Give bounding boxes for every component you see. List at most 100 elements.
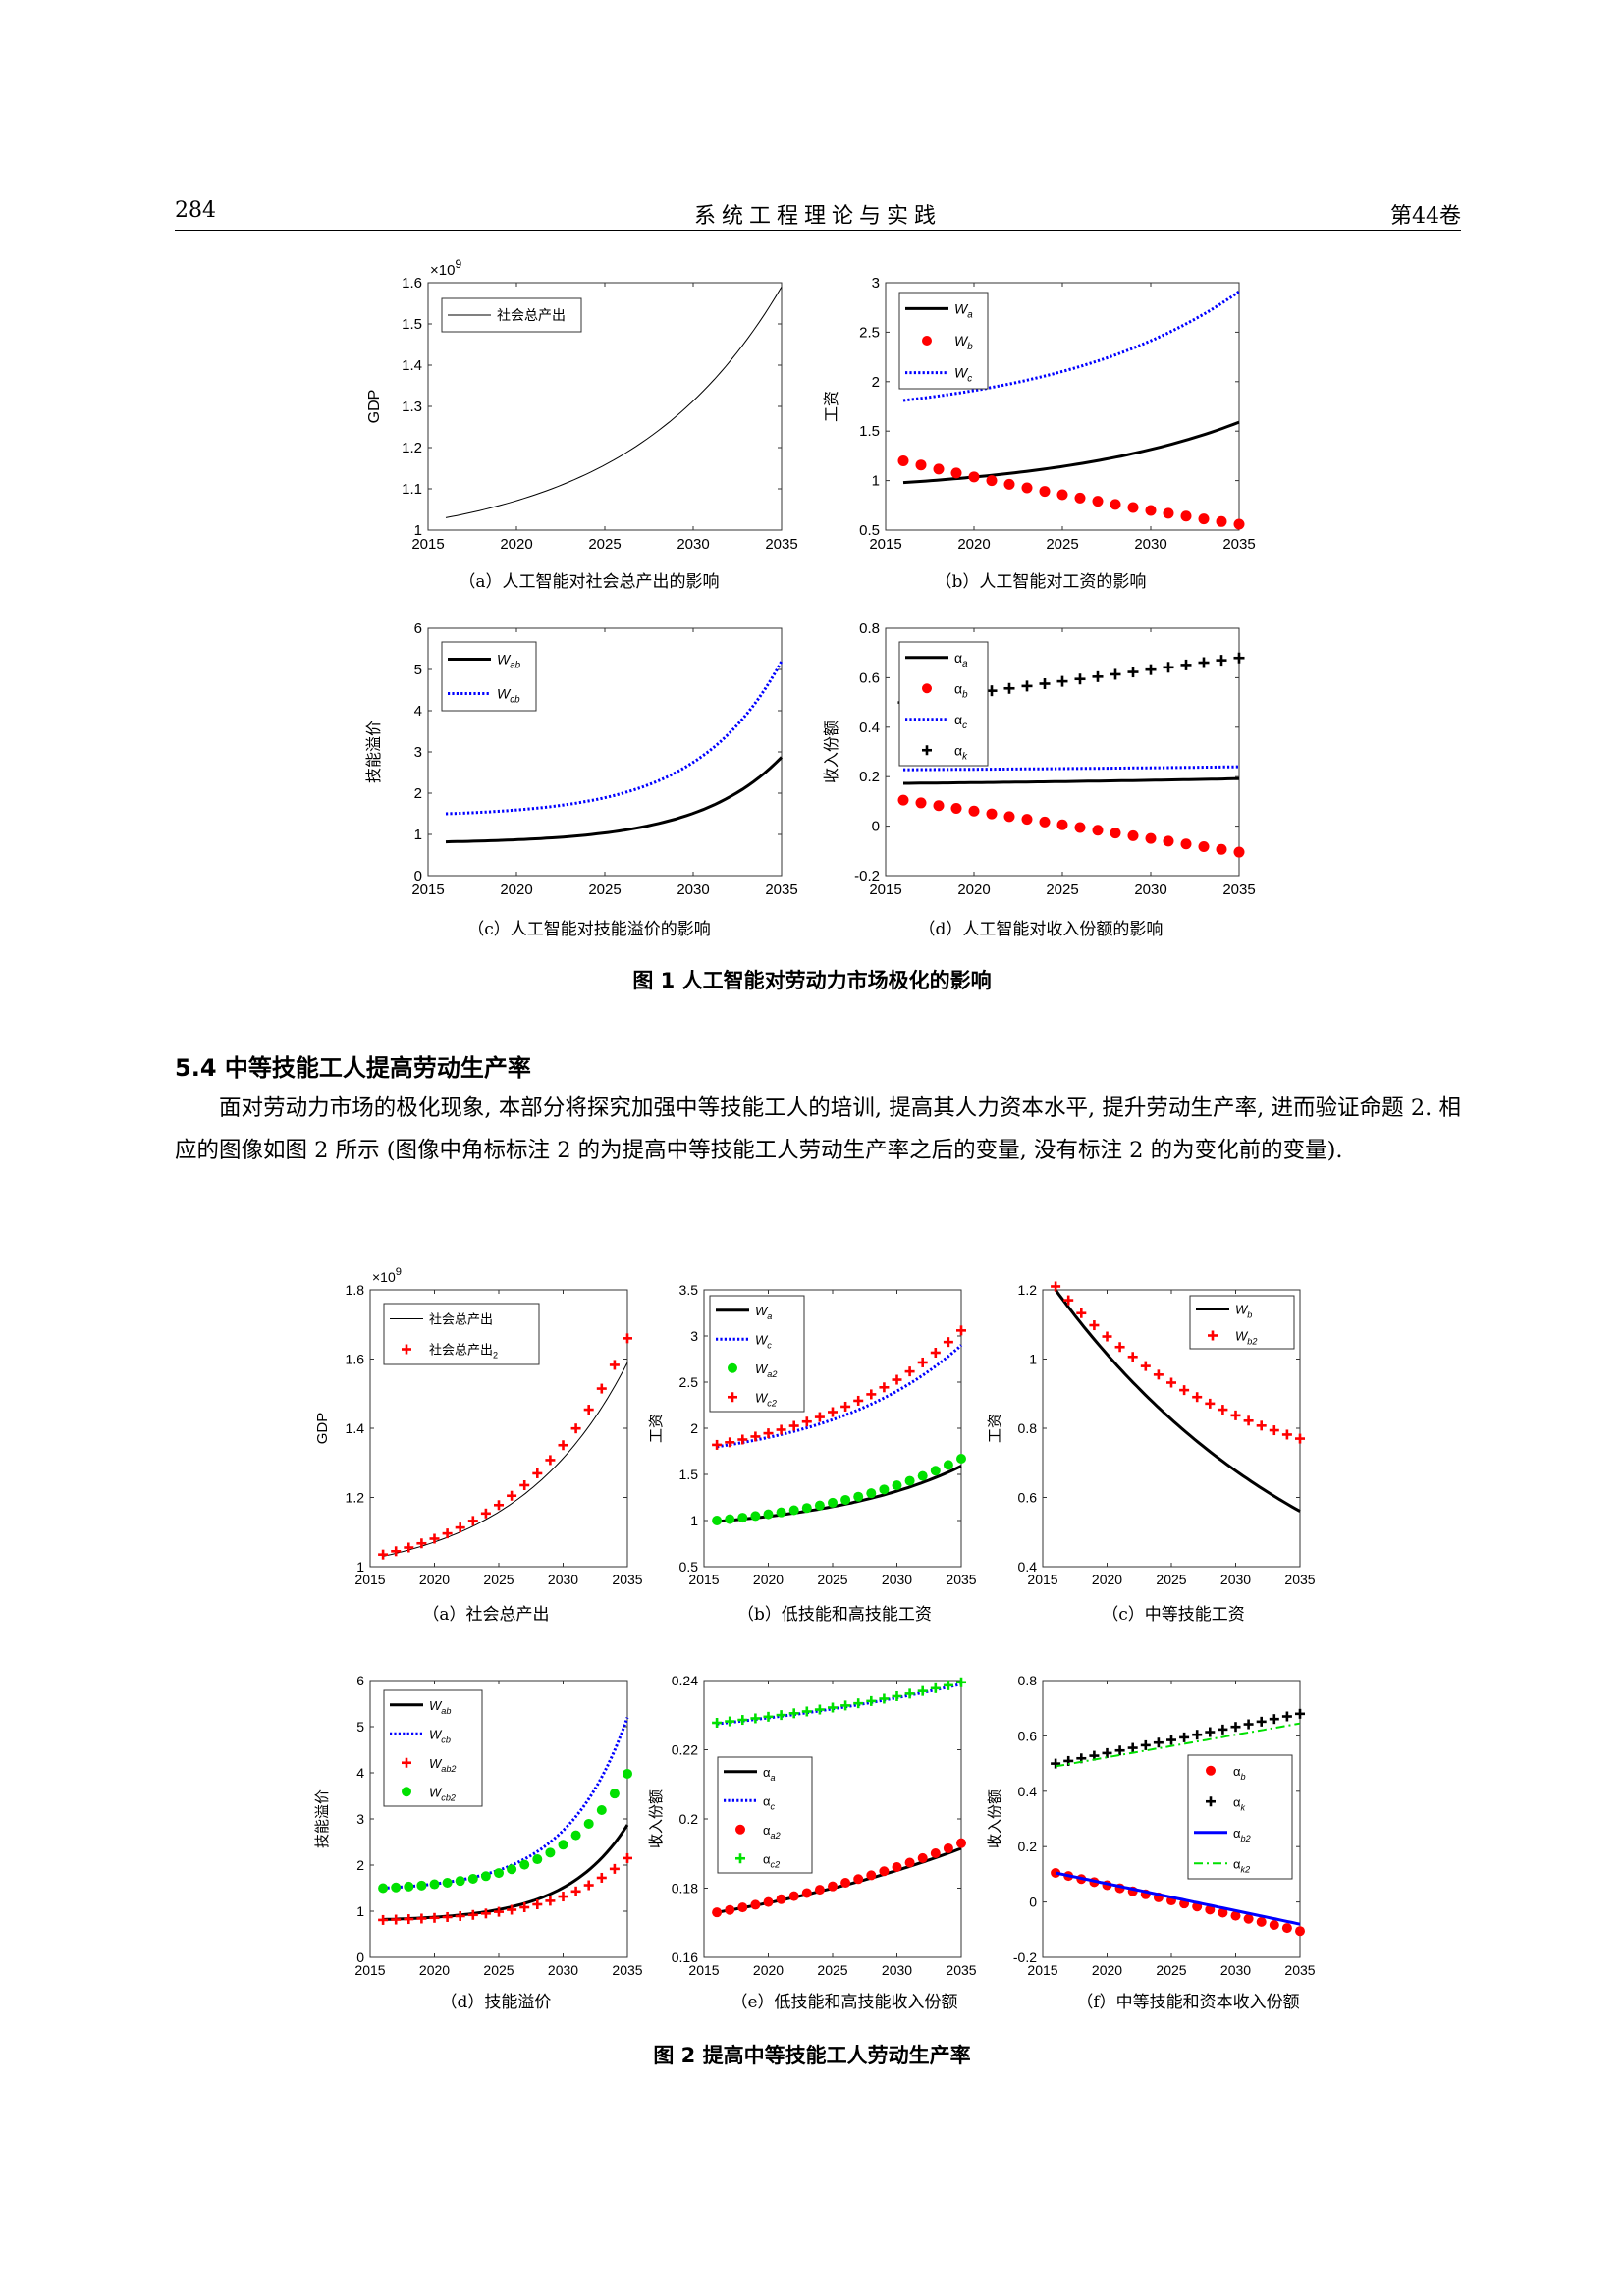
paragraph-text: 面对劳动力市场的极化现象, 本部分将探究加强中等技能工人的培训, 提高其人力资本… (175, 1095, 1461, 1163)
data-point (1145, 832, 1157, 844)
legend-label: Wc (755, 1332, 772, 1350)
x-tick-label: 2035 (946, 1572, 976, 1587)
y-exponent: ×109 (372, 1266, 402, 1285)
data-point (545, 1455, 556, 1466)
series-W_b (1054, 1289, 1301, 1513)
series-line (902, 420, 1240, 485)
x-tick-label: 2030 (548, 1572, 578, 1587)
data-point (416, 1913, 427, 1924)
data-point (1127, 1352, 1138, 1362)
data-point (1281, 1711, 1292, 1722)
x-tick-label: 2030 (548, 1962, 578, 1978)
data-point (915, 459, 927, 471)
data-point (1180, 510, 1192, 522)
y-tick-label: 1 (690, 1513, 698, 1528)
y-tick-label: 1 (872, 473, 880, 490)
y-axis-label: 收入份额 (648, 1789, 665, 1848)
data-point (583, 1880, 594, 1891)
data-point (933, 800, 945, 812)
legend: 社会总产出 (441, 297, 582, 333)
data-point (892, 1690, 902, 1701)
data-point (1269, 1714, 1279, 1725)
y-tick-label: 0 (872, 819, 880, 835)
data-point (455, 1910, 465, 1921)
x-tick-label: 2020 (1092, 1962, 1122, 1978)
y-tick-label: 5 (414, 662, 422, 678)
x-tick-label: 2020 (1092, 1572, 1122, 1587)
data-point (1092, 670, 1104, 682)
x-tick-label: 2015 (869, 536, 901, 553)
data-point (429, 1533, 440, 1544)
y-tick-label: 0.4 (1018, 1784, 1038, 1799)
data-point (943, 1460, 953, 1470)
legend-label: αk (1233, 1794, 1246, 1812)
data-point (1102, 1331, 1112, 1342)
series-line (716, 1344, 963, 1449)
data-point (1089, 1320, 1100, 1331)
data-point (712, 1516, 723, 1525)
y-tick-label: 0.6 (1018, 1728, 1038, 1743)
data-point (917, 1685, 928, 1696)
data-point (879, 1484, 890, 1495)
data-point (1180, 659, 1192, 670)
y-tick-label: 1.4 (346, 1420, 365, 1436)
data-point (1145, 505, 1157, 516)
y-tick-label: 1 (356, 1559, 364, 1575)
figure2-caption: 图 2 提高中等技能工人劳动生产率 (653, 2044, 971, 2067)
y-axis-label: 收入份额 (987, 1789, 1003, 1848)
data-point (1127, 1742, 1138, 1753)
data-point (1295, 1708, 1305, 1719)
y-axis-label: GDP (366, 390, 383, 424)
legend-label: αa2 (763, 1823, 781, 1841)
x-tick-label: 2015 (411, 881, 444, 898)
y-tick-label: 0.5 (679, 1559, 699, 1575)
x-tick-label: 2015 (1027, 1572, 1057, 1587)
y-tick-label: 1.2 (402, 440, 422, 456)
y-tick-label: 1 (414, 827, 422, 843)
y-tick-label: 1.6 (402, 275, 422, 292)
data-point (1179, 1385, 1190, 1396)
y-tick-label: 0.8 (859, 620, 880, 637)
y-tick-label: 0 (414, 868, 422, 884)
data-point (892, 1374, 902, 1385)
data-point (1206, 1796, 1216, 1807)
data-point (1039, 486, 1051, 498)
y-tick-label: 2 (690, 1420, 698, 1436)
data-point (1102, 1747, 1112, 1758)
data-point (570, 1830, 581, 1841)
y-tick-label: 1.8 (346, 1282, 365, 1298)
subcaption-1b: （b）人工智能对工资的影响 (935, 572, 1147, 592)
data-point (1198, 657, 1210, 668)
data-point (1166, 1377, 1176, 1388)
y-tick-label: -0.2 (1013, 1949, 1037, 1965)
series-α_b2 (1055, 1871, 1301, 1926)
subcaption-1a: （a）人工智能对社会总产出的影响 (459, 572, 720, 592)
data-point (1295, 1926, 1305, 1937)
data-point (467, 1909, 478, 1920)
subcaption-1c: （c）人工智能对技能溢价的影响 (467, 920, 711, 939)
data-point (1180, 838, 1192, 850)
series-line (445, 286, 783, 518)
x-tick-label: 2020 (957, 536, 990, 553)
y-tick-label: 1.1 (402, 481, 422, 498)
data-point (728, 1392, 737, 1403)
subcaption-2e: （e）低技能和高技能收入份额 (731, 1993, 958, 2012)
data-point (930, 1848, 941, 1859)
data-point (442, 1528, 453, 1539)
data-point (1269, 1919, 1279, 1930)
data-point (840, 1401, 851, 1412)
data-point (776, 1507, 786, 1518)
y-tick-label: 1 (1029, 1352, 1037, 1367)
chart-2e: 2015 2020 2025 2030 2035 0.16 0.18 0.2 0.22 0.24 收… (648, 1673, 977, 1978)
data-point (623, 1852, 632, 1863)
data-point (814, 1704, 825, 1715)
data-point (737, 1434, 748, 1445)
series-社会总产出 (382, 1362, 628, 1557)
chart-2f: 2015 2020 2025 2030 2035 -0.2 0 0.2 0.4 0.6 0.8 收入份… (987, 1673, 1316, 1978)
data-point (1110, 499, 1121, 510)
x-tick-label: 2025 (1156, 1962, 1186, 1978)
x-tick-label: 2025 (483, 1572, 514, 1587)
data-point (879, 1866, 890, 1877)
data-point (788, 1891, 799, 1901)
series-line (382, 1362, 628, 1557)
